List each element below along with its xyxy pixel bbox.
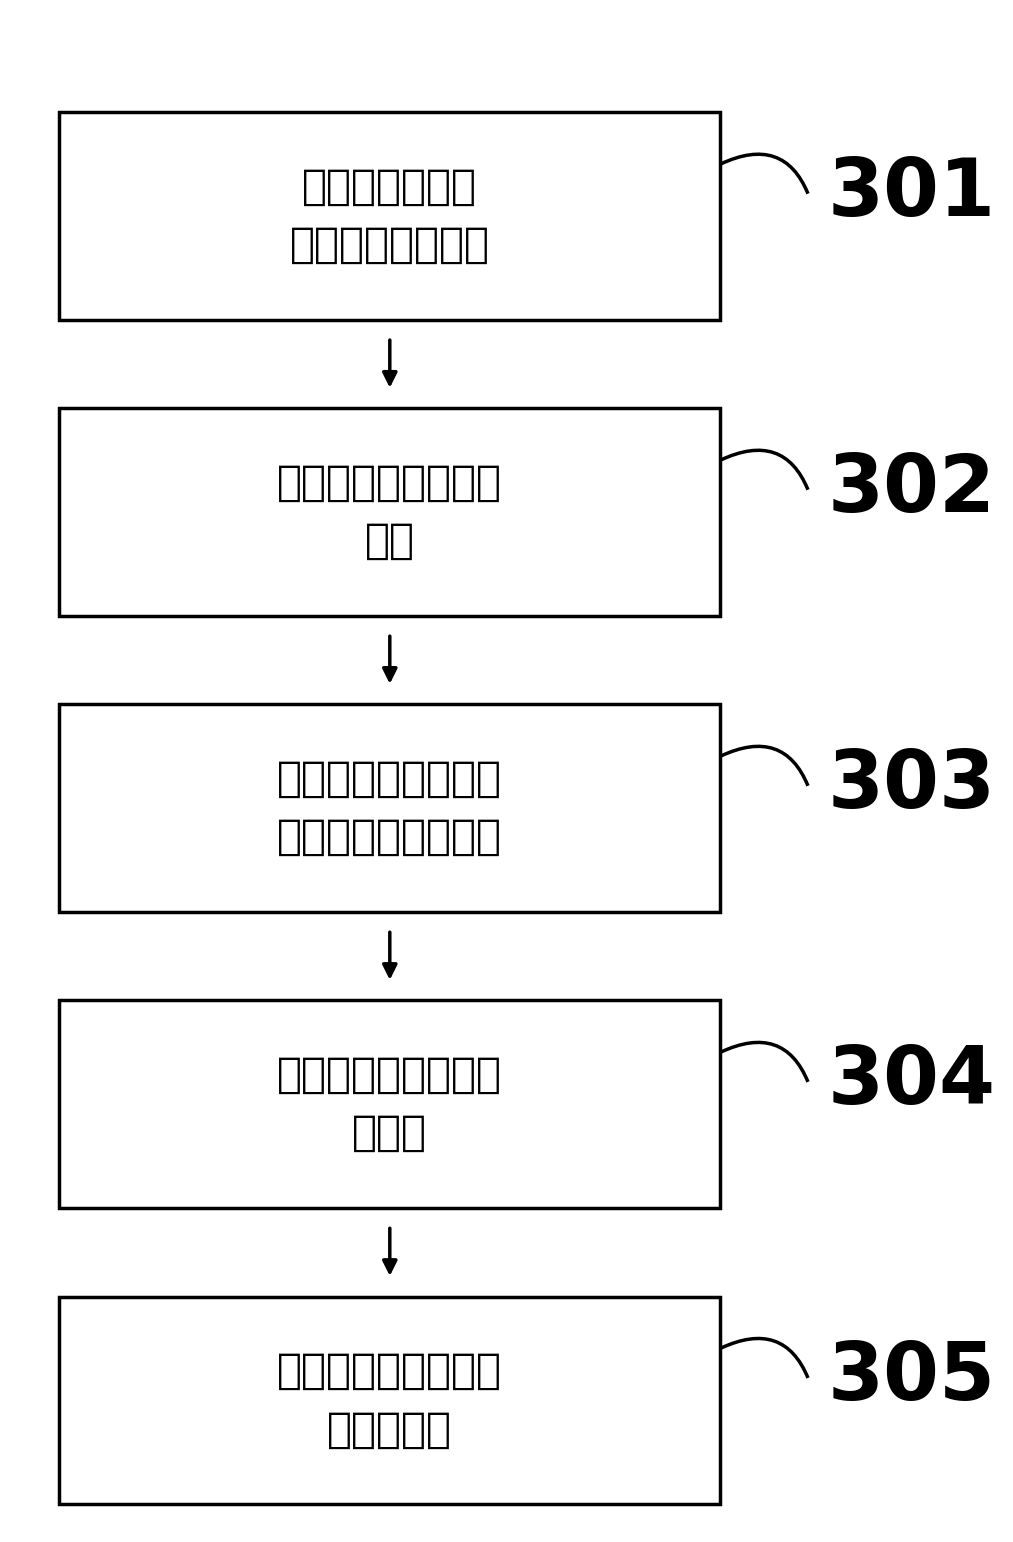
Text: 304: 304 [828, 1042, 996, 1121]
Text: 得到所述绝缘纸板的
热老化程度: 得到所述绝缘纸板的 热老化程度 [278, 1349, 502, 1451]
Text: 302: 302 [828, 450, 996, 529]
FancyBboxPatch shape [59, 705, 720, 911]
FancyBboxPatch shape [59, 1297, 720, 1503]
FancyBboxPatch shape [59, 409, 720, 615]
Text: 获取扫描电子显微镜
图像: 获取扫描电子显微镜 图像 [278, 461, 502, 563]
Text: 303: 303 [828, 746, 996, 825]
Text: 获得所述绝缘纸板的
聚合度: 获得所述绝缘纸板的 聚合度 [278, 1053, 502, 1155]
Text: 301: 301 [828, 154, 996, 233]
Text: 获取纤维宽度、孔洞
面积以及表面粗糙度: 获取纤维宽度、孔洞 面积以及表面粗糙度 [278, 757, 502, 859]
FancyBboxPatch shape [59, 1001, 720, 1207]
Text: 305: 305 [828, 1338, 996, 1417]
FancyBboxPatch shape [59, 113, 720, 319]
Text: 获取绝缘纸板的
热老化程度依据图: 获取绝缘纸板的 热老化程度依据图 [290, 165, 490, 267]
